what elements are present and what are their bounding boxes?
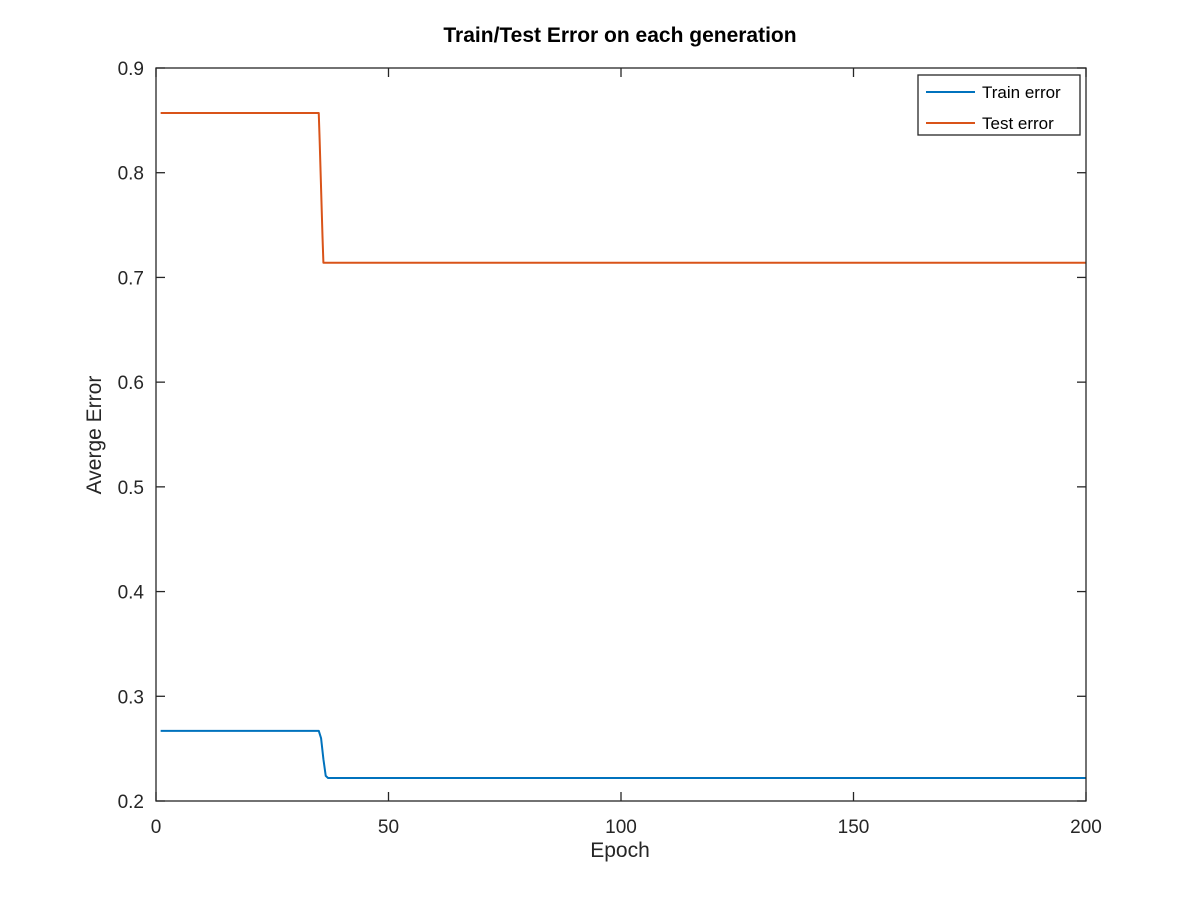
x-tick-label: 150 [838,817,870,838]
legend-label: Train error [982,83,1061,102]
x-tick-label: 0 [151,817,162,838]
x-axis-label: Epoch [590,839,650,862]
plot-area: 0 50 100 150 200 0.2 0.3 0.4 0.5 0.6 0.7 0.8 0.9 Trai… [118,59,1102,838]
y-tick-label: 0.6 [118,373,144,394]
y-tick-label: 0.5 [118,478,144,499]
series-line-test-error [160,112,1086,264]
x-tick-label: 50 [378,817,399,838]
y-axis-label: Averge Error [83,376,106,495]
y-tick-label: 0.3 [118,687,144,708]
y-tick-label: 0.2 [118,792,144,813]
y-tick-label: 0.7 [118,268,144,289]
legend-label: Test error [982,114,1054,133]
y-tick-label: 0.8 [118,164,144,185]
chart-title: Train/Test Error on each generation [443,24,796,47]
y-tick-label: 0.4 [118,583,145,604]
legend-box [917,74,1081,136]
x-tick-label: 100 [605,817,637,838]
x-tick-label: 200 [1070,817,1102,838]
series-line-train-error [160,729,1086,779]
y-tick-label: 0.9 [118,59,144,80]
